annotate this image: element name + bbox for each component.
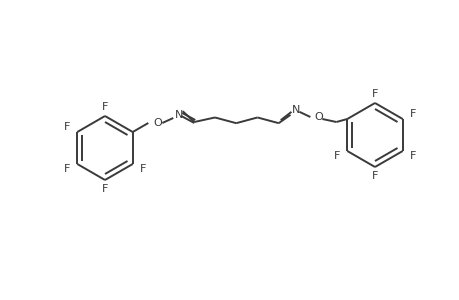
Text: F: F <box>64 122 70 132</box>
Text: F: F <box>371 89 377 99</box>
Text: F: F <box>101 184 108 194</box>
Text: N: N <box>291 105 300 115</box>
Text: F: F <box>101 102 108 112</box>
Text: F: F <box>409 109 415 119</box>
Text: N: N <box>175 110 183 120</box>
Text: F: F <box>139 164 146 174</box>
Text: F: F <box>371 171 377 181</box>
Text: F: F <box>333 151 340 161</box>
Text: F: F <box>409 151 415 161</box>
Text: F: F <box>64 164 70 174</box>
Text: O: O <box>313 112 322 122</box>
Text: O: O <box>152 118 161 128</box>
